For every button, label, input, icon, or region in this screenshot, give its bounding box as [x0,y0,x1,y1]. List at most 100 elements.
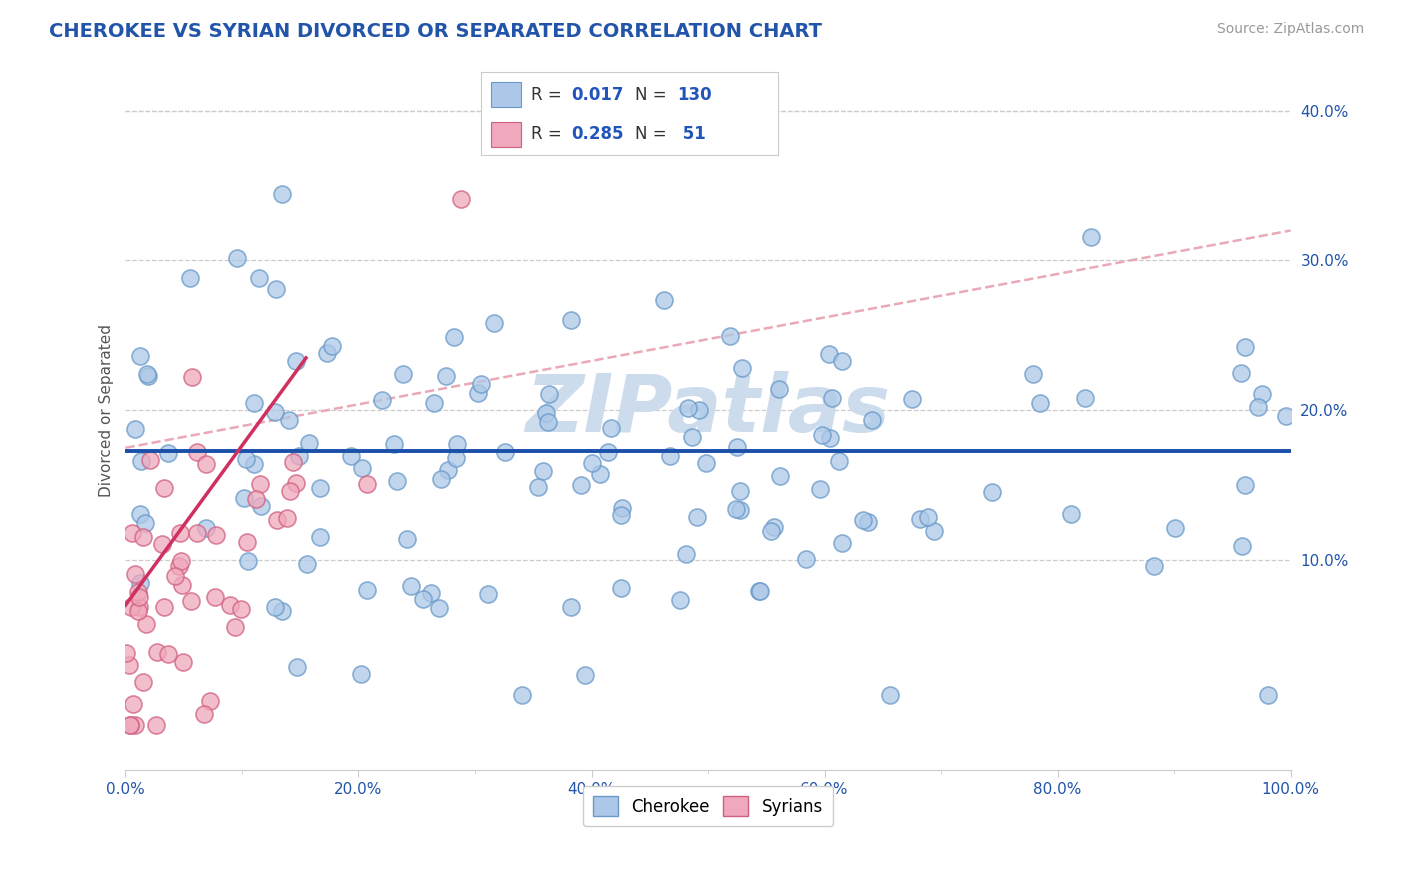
Point [135,368,157,382]
Point [856,515,879,529]
Point [589,467,612,482]
Point [225,251,247,265]
Point [1143,558,1166,573]
Point [531,464,554,478]
Point [309,481,332,495]
Point [922,524,945,538]
Point [156,647,179,661]
Point [138,368,160,383]
Text: CHEROKEE VS SYRIAN DIVORCED OR SEPARATED CORRELATION CHART: CHEROKEE VS SYRIAN DIVORCED OR SEPARATED… [49,22,823,41]
Point [134,516,156,530]
Point [1073,391,1095,405]
Point [276,511,298,525]
Point [852,513,875,527]
Point [748,583,770,598]
Point [128,599,150,614]
Point [264,599,287,614]
Point [349,667,371,681]
Point [917,509,939,524]
Point [231,602,253,616]
Point [270,604,292,618]
Point [1233,478,1256,492]
Point [278,483,301,498]
Point [668,592,690,607]
Point [1247,400,1270,414]
Point [399,579,422,593]
Point [818,346,841,360]
Point [128,507,150,521]
Point [285,353,308,368]
Point [429,472,451,486]
Point [1234,340,1257,354]
Point [610,508,633,523]
Point [659,450,682,464]
Point [652,293,675,308]
Point [193,707,215,722]
Point [686,510,709,524]
Point [569,478,592,492]
Point [371,392,394,407]
Point [146,644,169,658]
Point [818,432,841,446]
Point [676,401,699,416]
Point [1164,521,1187,535]
Text: ZIPatlas: ZIPatlas [526,371,890,450]
Point [204,590,226,604]
Point [172,578,194,592]
Point [689,402,711,417]
Point [536,406,558,420]
Point [581,457,603,471]
Point [283,455,305,469]
Point [298,436,321,450]
Point [124,422,146,436]
Point [247,270,270,285]
Point [1230,539,1253,553]
Point [560,313,582,327]
Point [135,617,157,632]
Point [249,499,271,513]
Point [153,481,176,495]
Point [170,554,193,568]
Point [879,688,901,702]
Point [420,586,443,600]
Point [205,527,228,541]
Point [152,600,174,615]
Point [731,360,754,375]
Point [150,537,173,551]
Point [157,446,180,460]
Point [266,513,288,527]
Point [132,531,155,545]
Point [169,526,191,541]
Point [477,587,499,601]
Point [467,385,489,400]
Point [494,445,516,459]
Point [264,282,287,296]
Point [236,535,259,549]
Point [412,591,434,606]
Point [186,525,208,540]
Point [1230,367,1253,381]
Point [728,503,751,517]
Point [121,526,143,541]
Point [120,718,142,732]
Point [238,553,260,567]
Point [437,463,460,477]
Point [180,369,202,384]
Point [180,593,202,607]
Point [263,405,285,419]
Point [316,346,339,360]
Point [129,454,152,468]
Point [808,482,831,496]
Point [232,491,254,506]
Point [828,454,851,468]
Point [560,600,582,615]
Point [124,566,146,581]
Point [682,430,704,444]
Point [139,453,162,467]
Point [908,512,931,526]
Text: Source: ZipAtlas.com: Source: ZipAtlas.com [1216,22,1364,37]
Point [356,583,378,598]
Point [384,436,406,450]
Point [423,396,446,410]
Point [831,354,853,368]
